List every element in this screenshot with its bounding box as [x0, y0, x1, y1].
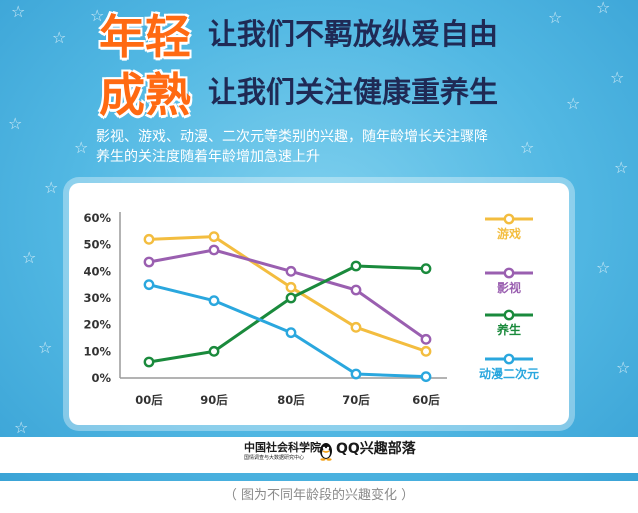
- data-point: [143, 233, 155, 245]
- headline-young: 年轻: [99, 10, 191, 64]
- star-icon: ☆: [44, 178, 59, 197]
- data-point: [285, 292, 297, 304]
- star-icon: ☆: [566, 94, 581, 113]
- legend-label: 影视: [497, 280, 521, 295]
- y-tick-label: 40%: [83, 264, 111, 278]
- legend-swatch-marker: [503, 309, 515, 321]
- star-icon: ☆: [614, 158, 629, 177]
- data-point: [285, 327, 297, 339]
- x-tick-label: 90后: [200, 393, 228, 407]
- data-point: [420, 345, 432, 357]
- y-tick-label: 10%: [83, 344, 111, 358]
- chart-card: 60% 50% 40% 30% 20% 10% 0% 00后 90后 80后 70后 60后 游戏影视养…: [69, 183, 569, 425]
- star-icon: ☆: [74, 138, 89, 157]
- star-icon: ☆: [616, 358, 631, 377]
- data-point: [143, 279, 155, 291]
- star-icon: ☆: [596, 0, 611, 17]
- star-icon: ☆: [14, 418, 29, 437]
- legend-swatch-marker: [503, 213, 515, 225]
- data-point: [420, 263, 432, 275]
- logo-bar: [0, 437, 638, 473]
- slogan-mature: 让我们关注健康重养生: [208, 75, 499, 109]
- y-tick-label: 0%: [91, 371, 111, 385]
- y-tick-label: 30%: [83, 291, 111, 305]
- headline-mature: 成熟: [99, 68, 191, 122]
- cass-logo-subtext: 国情调查与大数据研究中心: [244, 455, 305, 461]
- star-icon: ☆: [38, 338, 53, 357]
- qq-logo-text: QQ兴趣部落: [336, 441, 416, 457]
- data-point: [350, 284, 362, 296]
- data-point: [285, 281, 297, 293]
- qq-penguin-icon: [320, 443, 332, 461]
- star-icon: ☆: [90, 6, 105, 25]
- legend-label: 动漫二次元: [479, 366, 539, 381]
- x-tick-label: 00后: [135, 393, 163, 407]
- data-point: [350, 260, 362, 272]
- y-tick-label: 20%: [83, 318, 111, 332]
- data-point: [350, 368, 362, 380]
- star-icon: ☆: [22, 248, 37, 267]
- x-tick-label: 70后: [342, 393, 370, 407]
- star-icon: ☆: [52, 28, 67, 47]
- data-point: [208, 244, 220, 256]
- legend-swatch-marker: [503, 353, 515, 365]
- x-tick-label: 80后: [277, 393, 305, 407]
- data-point: [420, 333, 432, 345]
- data-point: [208, 231, 220, 243]
- data-point: [208, 295, 220, 307]
- description-line-2: 养生的关注度随着年龄增加急速上升: [96, 149, 320, 165]
- data-point: [143, 256, 155, 268]
- star-icon: ☆: [596, 258, 611, 277]
- star-icon: ☆: [548, 8, 563, 27]
- y-tick-label: 60%: [83, 211, 111, 225]
- y-tick-label: 50%: [83, 238, 111, 252]
- star-icon: ☆: [8, 114, 23, 133]
- data-point: [285, 265, 297, 277]
- cass-logo-text: 中国社会科学院: [244, 441, 321, 454]
- legend-swatch-marker: [503, 267, 515, 279]
- data-point: [420, 371, 432, 383]
- legend-label: 游戏: [497, 226, 521, 241]
- legend-label: 养生: [496, 322, 521, 337]
- data-point: [350, 321, 362, 333]
- description-line-1: 影视、游戏、动漫、二次元等类别的兴趣，随年龄增长关注骤降: [96, 129, 488, 145]
- series-line-3: [148, 264, 427, 364]
- line-chart: 60% 50% 40% 30% 20% 10% 0% 00后 90后 80后 70后 60后 游戏影视养…: [83, 211, 539, 407]
- poster-background: ☆ ☆ ☆ ☆ ☆ ☆ ☆ ☆ ☆ ☆ ☆ ☆ ☆ ☆ ☆ ☆ ☆ 年轻 让我们…: [0, 0, 638, 481]
- data-point: [208, 345, 220, 357]
- x-tick-label: 60后: [412, 393, 440, 407]
- star-icon: ☆: [520, 138, 535, 157]
- star-icon: ☆: [11, 2, 26, 21]
- star-icon: ☆: [610, 68, 625, 87]
- data-point: [143, 356, 155, 368]
- slogan-young: 让我们不羁放纵爱自由: [208, 17, 499, 51]
- figure-caption: （ 图为不同年龄段的兴趣变化 ）: [223, 488, 415, 503]
